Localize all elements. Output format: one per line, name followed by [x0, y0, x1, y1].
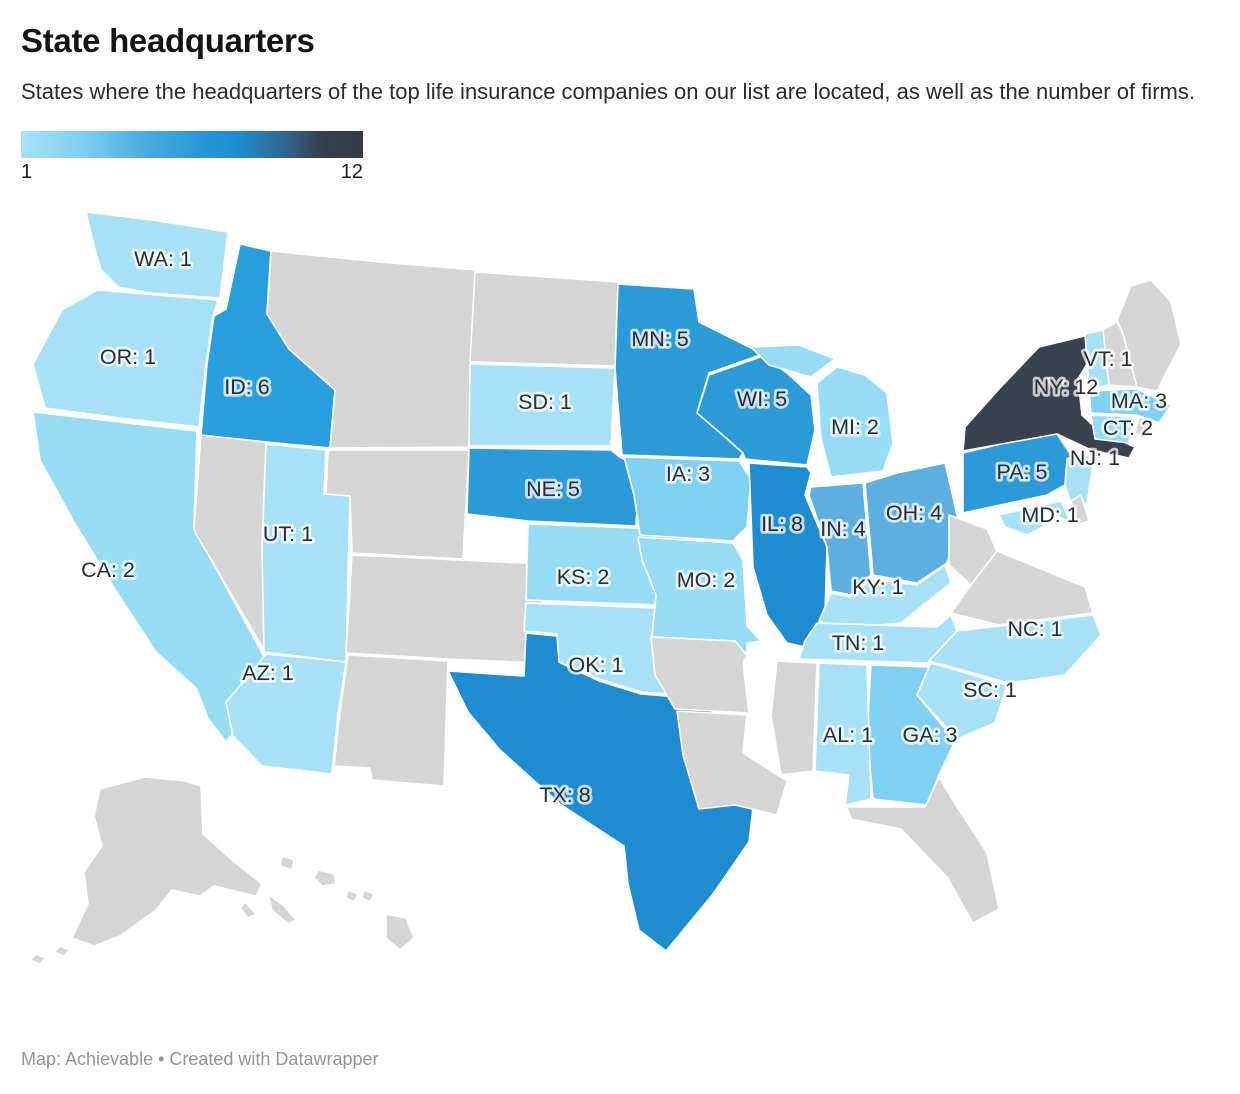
color-legend: 1 12: [21, 130, 363, 184]
state-nd[interactable]: [469, 270, 619, 367]
chart-title: State headquarters: [21, 22, 315, 59]
us-choropleth-map: WA: 1OR: 1CA: 2ID: 6UT: 1AZ: 1SD: 1NE: 5…: [29, 210, 1182, 965]
state-in[interactable]: [808, 481, 872, 596]
attribution: Map: Achievable • Created with Datawrapp…: [21, 1049, 379, 1069]
state-wa[interactable]: [85, 210, 229, 299]
chart-subtitle: States where the headquarters of the top…: [21, 78, 1195, 104]
state-va[interactable]: [950, 549, 1094, 626]
state-shapes: [29, 210, 1182, 965]
state-al[interactable]: [814, 661, 872, 806]
state-hi[interactable]: [279, 854, 415, 951]
legend-labels: 1 12: [21, 161, 363, 184]
state-nm[interactable]: [333, 653, 449, 787]
state-ut[interactable]: [261, 442, 351, 663]
legend-gradient: [21, 130, 363, 158]
state-nj[interactable]: [1064, 449, 1094, 510]
state-ct[interactable]: [1090, 413, 1134, 444]
state-ar[interactable]: [650, 635, 750, 714]
state-or[interactable]: [32, 288, 219, 428]
legend-max-label: 12: [340, 160, 363, 183]
state-co[interactable]: [345, 553, 545, 664]
state-az[interactable]: [225, 652, 347, 775]
state-ak[interactable]: [29, 775, 297, 965]
state-ma[interactable]: [1088, 387, 1172, 424]
state-fl[interactable]: [846, 775, 1000, 924]
legend-min-label: 1: [21, 160, 33, 183]
chart-header: State headquarters States where the head…: [0, 0, 1240, 110]
state-me[interactable]: [1116, 278, 1182, 392]
state-ms[interactable]: [770, 659, 818, 776]
state-sd[interactable]: [468, 362, 616, 447]
state-de[interactable]: [1070, 493, 1090, 526]
state-md[interactable]: [998, 499, 1072, 536]
state-mt[interactable]: [266, 249, 476, 449]
state-ne[interactable]: [466, 446, 641, 527]
state-ri[interactable]: [1134, 415, 1152, 440]
state-ny[interactable]: [962, 334, 1136, 459]
state-nc[interactable]: [928, 613, 1102, 684]
state-la[interactable]: [676, 709, 788, 816]
state-mi[interactable]: [750, 343, 894, 478]
state-ia[interactable]: [623, 455, 752, 542]
